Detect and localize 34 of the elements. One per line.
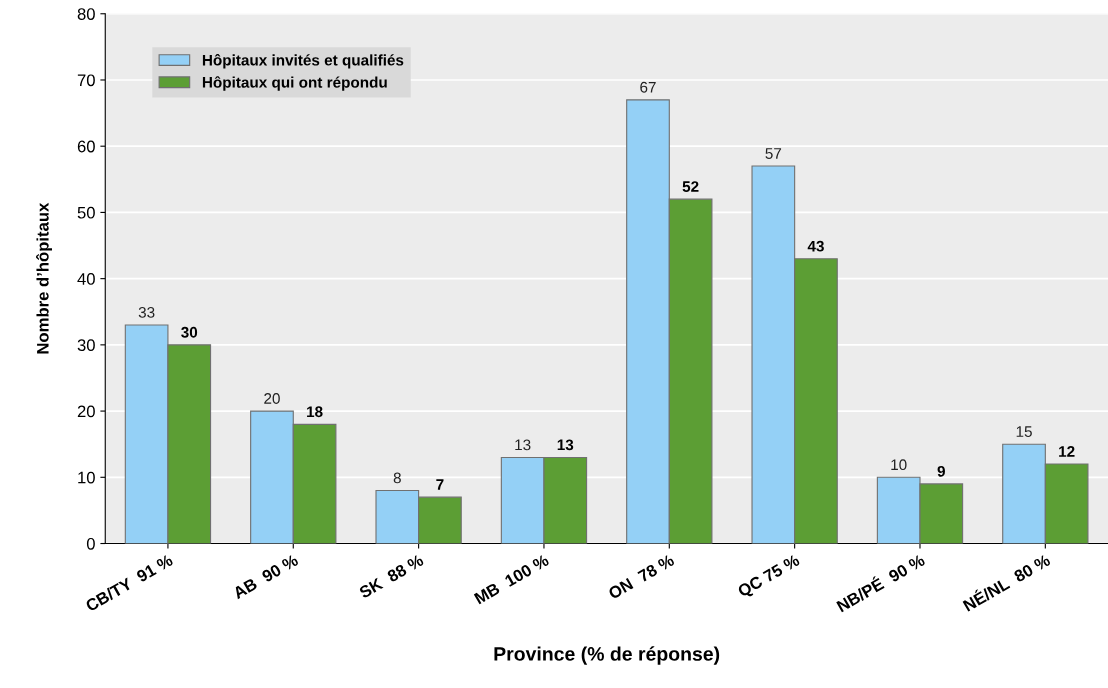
data-label: 8 bbox=[393, 472, 401, 484]
data-label: 20 bbox=[264, 393, 280, 404]
y-tick-label: 0 bbox=[86, 537, 95, 550]
data-label: 7 bbox=[436, 479, 444, 490]
data-label: 13 bbox=[557, 439, 574, 451]
y-axis-title: Nombre d’hôpitaux bbox=[36, 202, 52, 354]
x-tick-label: SK 88 % bbox=[358, 553, 425, 599]
legend-label: Hôpitaux qui ont répondu bbox=[202, 76, 387, 91]
data-label: 9 bbox=[937, 465, 945, 477]
y-tick-label: 30 bbox=[77, 339, 95, 352]
data-label: 30 bbox=[181, 326, 198, 338]
data-label: 67 bbox=[640, 81, 656, 93]
y-tick-label: 60 bbox=[77, 140, 95, 153]
legend-label: Hôpitaux invités et qualifiés bbox=[202, 54, 404, 69]
data-label: 43 bbox=[807, 240, 824, 252]
y-tick-label: 20 bbox=[77, 405, 95, 418]
data-label: 10 bbox=[891, 459, 907, 471]
data-label: 18 bbox=[307, 406, 323, 418]
x-axis-title: Province (% de réponse) bbox=[494, 646, 720, 665]
data-label: 33 bbox=[138, 306, 155, 318]
data-label: 15 bbox=[1016, 426, 1032, 437]
x-tick-label: AB 90 % bbox=[232, 553, 300, 600]
data-label: 52 bbox=[682, 181, 699, 192]
data-label: 13 bbox=[515, 439, 531, 451]
data-label: 57 bbox=[765, 148, 782, 159]
x-tick-label: MB 100 % bbox=[473, 553, 550, 605]
y-tick-label: 70 bbox=[77, 74, 95, 87]
y-tick-label: 80 bbox=[77, 8, 95, 20]
x-tick-label: ON 78 % bbox=[607, 553, 676, 600]
data-label: 12 bbox=[1059, 446, 1075, 457]
y-tick-label: 40 bbox=[77, 273, 95, 285]
x-tick-label: QC 75 % bbox=[736, 553, 802, 601]
y-tick-label: 10 bbox=[78, 471, 95, 484]
y-tick-label: 50 bbox=[77, 206, 95, 219]
